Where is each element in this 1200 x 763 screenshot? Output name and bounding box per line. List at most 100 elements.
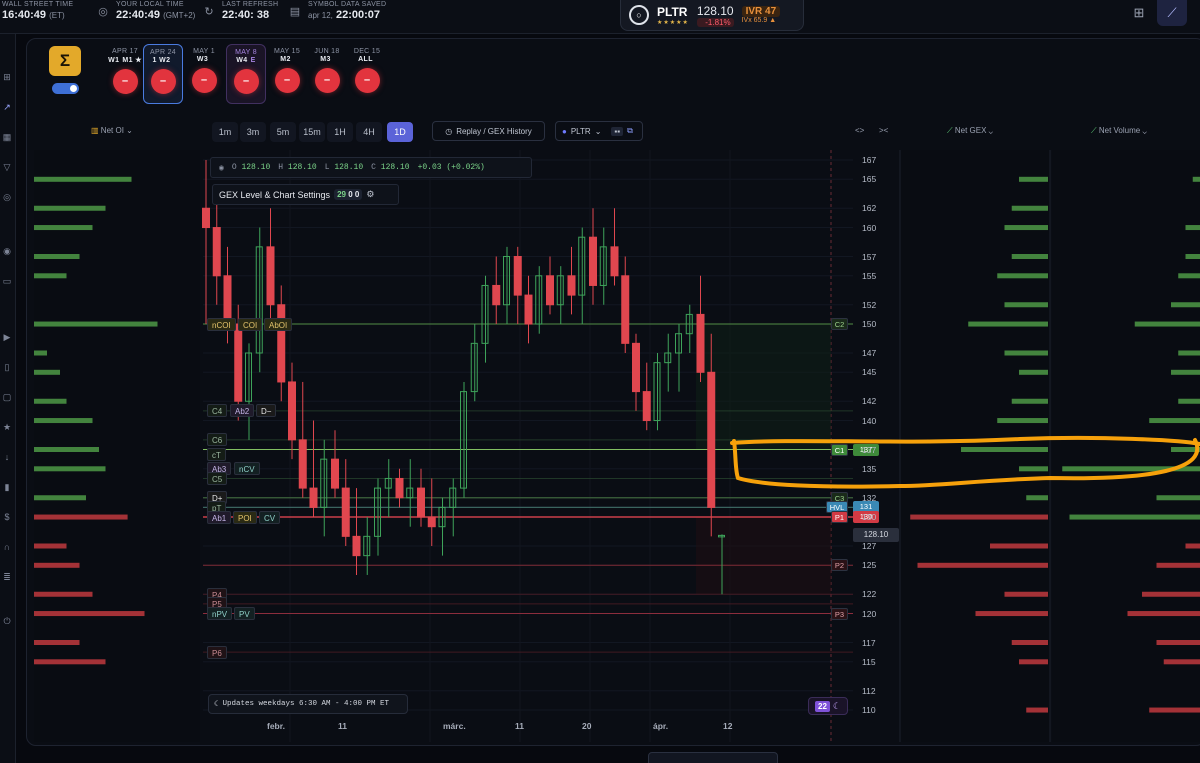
expiration-date: MAY 1	[193, 48, 215, 55]
expiration-toggle-button[interactable]: –	[150, 69, 176, 94]
price-scale-label: 112	[862, 685, 876, 696]
expiration-dec-15[interactable]: DEC 15 ALL –	[347, 44, 387, 104]
level-label-c2[interactable]: C2	[831, 318, 848, 331]
timeframe-1h[interactable]: 1H	[327, 122, 353, 142]
net-oi-header[interactable]: ▥ Net OI ⌄	[91, 126, 133, 135]
nav-user-icon[interactable]: ◉	[3, 245, 11, 256]
chart-view-button[interactable]: ⟋	[1157, 0, 1187, 26]
sigma-button[interactable]: Σ	[49, 46, 81, 76]
copy-icon[interactable]: ⧉	[627, 126, 633, 135]
bottom-dock[interactable]	[648, 752, 778, 763]
expiration-week-label: ALL	[358, 56, 373, 63]
price-scale-label: 167	[862, 155, 877, 165]
expiration-week: M2	[267, 56, 307, 63]
settings-gear-icon[interactable]: ⚙	[366, 189, 375, 199]
ticker-card[interactable]: ○ PLTR ★★★★★ 128.10 -1.81% IVR 47 IVx 65…	[620, 0, 804, 31]
level-label-p3[interactable]: P3	[831, 607, 848, 620]
symbol-select[interactable]: ● PLTR ⌄ ▪▪ ⧉	[555, 121, 643, 141]
nav-chat-icon[interactable]: ▭	[2, 275, 12, 286]
expiration-toggle-button[interactable]: –	[354, 68, 380, 93]
nav-box-icon[interactable]: ▢	[2, 391, 12, 402]
x-axis-label: febr.	[267, 721, 285, 731]
ticker-stars: ★★★★★	[657, 19, 689, 26]
level-tag-ncoi[interactable]: nCOI	[207, 317, 236, 331]
level-tag-ct[interactable]: cT	[207, 447, 226, 461]
net-gex-header[interactable]: ⟋ Net GEX ⌄	[947, 126, 993, 136]
nav-download-icon[interactable]: ↓	[4, 452, 10, 462]
expiration-may-15[interactable]: MAY 15 M2 –	[267, 44, 307, 104]
timeframe-1d[interactable]: 1D	[387, 122, 413, 142]
timeframe-15m[interactable]: 15m	[299, 122, 325, 142]
eye-icon[interactable]: ◉	[219, 163, 224, 173]
nav-filter-icon[interactable]: ▽	[3, 161, 11, 172]
nav-book-icon[interactable]: ▮	[4, 481, 10, 492]
expiration-toggle-button[interactable]: –	[233, 69, 259, 94]
level-label-c1[interactable]: C1	[831, 443, 848, 456]
expiration-toggle-button[interactable]: –	[274, 68, 300, 93]
expiration-jun-18[interactable]: JUN 18 M3 –	[307, 44, 347, 104]
replay-gex-history-button[interactable]: ◷ Replay / GEX History	[432, 121, 545, 141]
x-axis-label: 11	[515, 721, 524, 731]
level-tag-coi[interactable]: COI	[238, 317, 263, 331]
level-label-p1[interactable]: P1	[831, 511, 848, 524]
level-tag-npv[interactable]: nPV	[207, 607, 233, 621]
gex-settings-counts: 29 0 0	[334, 189, 363, 200]
nav-globe-icon[interactable]: ◎	[3, 191, 11, 202]
ohlc-o-key: O	[231, 163, 237, 172]
price-scale-label: 127	[862, 541, 877, 551]
moon-badge[interactable]: 22 ☾	[808, 697, 848, 715]
nav-document-icon[interactable]: ▯	[4, 361, 10, 372]
expiration-apr-17[interactable]: APR 17 W1 M1 ★ –	[105, 44, 145, 104]
timeframe-4h[interactable]: 4H	[356, 122, 382, 142]
expiration-date: APR 17	[112, 48, 138, 55]
last-refresh[interactable]: ↻ LAST REFRESH 22:40: 38	[202, 1, 278, 21]
compare-icon[interactable]: ▪▪	[611, 126, 624, 136]
expiration-toggle-button[interactable]: –	[191, 68, 217, 93]
expiration-toggle-button[interactable]: –	[112, 69, 138, 94]
gex-settings-bar[interactable]: GEX Level & Chart Settings 29 0 0 ⚙	[212, 184, 399, 205]
level-tag-c4[interactable]: C4	[207, 404, 228, 418]
chevron-down-icon: ⌄	[594, 126, 602, 136]
timeframe-5m[interactable]: 5m	[270, 122, 296, 142]
nav-apps-icon[interactable]: ▦	[2, 131, 12, 142]
nav-list-icon[interactable]: ≣	[3, 571, 11, 582]
level-tag-c6[interactable]: C6	[207, 433, 228, 447]
collapse-arrows[interactable]: ><	[879, 126, 888, 135]
level-tag-d[interactable]: D−	[256, 404, 277, 418]
level-tag-ab2[interactable]: Ab2	[230, 404, 255, 418]
moon-icon: ☾	[214, 701, 219, 709]
nav-home-icon[interactable]: ⊞	[3, 71, 11, 82]
level-tag-cv[interactable]: CV	[259, 510, 281, 524]
level-tag-ncv[interactable]: nCV	[234, 462, 260, 476]
level-tag-ab1[interactable]: Ab1	[207, 510, 232, 524]
price-scale-label: 155	[862, 270, 877, 281]
nav-dollar-icon[interactable]: $	[4, 512, 10, 522]
price-scale-label: 115	[862, 656, 876, 667]
level-tag-c5[interactable]: C5	[207, 471, 228, 485]
expiration-toggle-button[interactable]: –	[314, 68, 340, 93]
timeframe-1m[interactable]: 1m	[212, 122, 238, 142]
refresh-icon[interactable]: ↻	[204, 5, 214, 18]
level-tag-pv[interactable]: PV	[234, 607, 255, 621]
updates-text: Updates weekdays 6:30 AM - 4:00 PM ET	[222, 700, 390, 708]
timeframe-3m[interactable]: 3m	[240, 122, 266, 142]
expand-arrows[interactable]: <>	[855, 126, 864, 135]
level-tag-aboi[interactable]: AbOI	[264, 317, 293, 331]
grid-layout-button[interactable]: ⊞	[1124, 0, 1154, 26]
pltr-logo-icon: ○	[629, 5, 649, 25]
level-tag-p6[interactable]: P6	[207, 645, 227, 659]
level-tag-poi[interactable]: POI	[233, 510, 257, 524]
nav-headphones-icon[interactable]: ∩	[3, 542, 11, 552]
net-volume-header[interactable]: ⟋ Net Volume ⌄	[1091, 126, 1147, 136]
nav-star-icon[interactable]: ★	[2, 421, 12, 432]
local-time-value: 22:40:49	[116, 9, 161, 21]
aggregate-toggle[interactable]	[52, 83, 79, 94]
expiration-may-1[interactable]: MAY 1 W3 –	[184, 44, 224, 104]
expiration-may-8[interactable]: MAY 8 W4 E –	[226, 44, 266, 104]
nav-power-icon[interactable]: ⏻	[3, 615, 11, 626]
nav-chart-icon[interactable]: ↗	[3, 101, 11, 112]
nav-video-icon[interactable]: ▶	[3, 331, 11, 342]
expiration-apr-24[interactable]: APR 24 1 W2 –	[143, 44, 183, 104]
level-label-p2[interactable]: P2	[831, 559, 848, 572]
